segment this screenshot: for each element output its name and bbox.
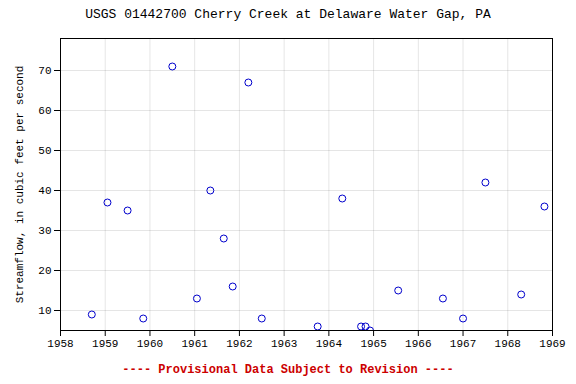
svg-text:50: 50 (38, 145, 51, 157)
svg-text:Streamflow, in cubic feet per: Streamflow, in cubic feet per second (14, 66, 26, 304)
svg-text:1965: 1965 (360, 338, 386, 350)
svg-text:1963: 1963 (271, 338, 297, 350)
svg-text:1966: 1966 (405, 338, 431, 350)
svg-text:10: 10 (38, 305, 51, 317)
svg-text:1959: 1959 (92, 338, 118, 350)
svg-text:70: 70 (38, 65, 51, 77)
svg-text:1962: 1962 (226, 338, 252, 350)
svg-text:1964: 1964 (316, 338, 343, 350)
svg-text:30: 30 (38, 225, 51, 237)
svg-text:1958: 1958 (47, 338, 73, 350)
svg-text:1968: 1968 (495, 338, 521, 350)
svg-text:1961: 1961 (181, 338, 208, 350)
html-text:---- Provisional Data Subject: ---- Provisional Data Subject to Revisio… (122, 363, 454, 377)
html-text:USGS 01442700 Cherry Creek at: USGS 01442700 Cherry Creek at Delaware W… (85, 7, 491, 22)
svg-text:20: 20 (38, 265, 51, 277)
svg-text:1960: 1960 (137, 338, 163, 350)
svg-text:40: 40 (38, 185, 51, 197)
svg-text:1969: 1969 (539, 338, 565, 350)
svg-text:60: 60 (38, 105, 51, 117)
svg-text:1967: 1967 (450, 338, 476, 350)
